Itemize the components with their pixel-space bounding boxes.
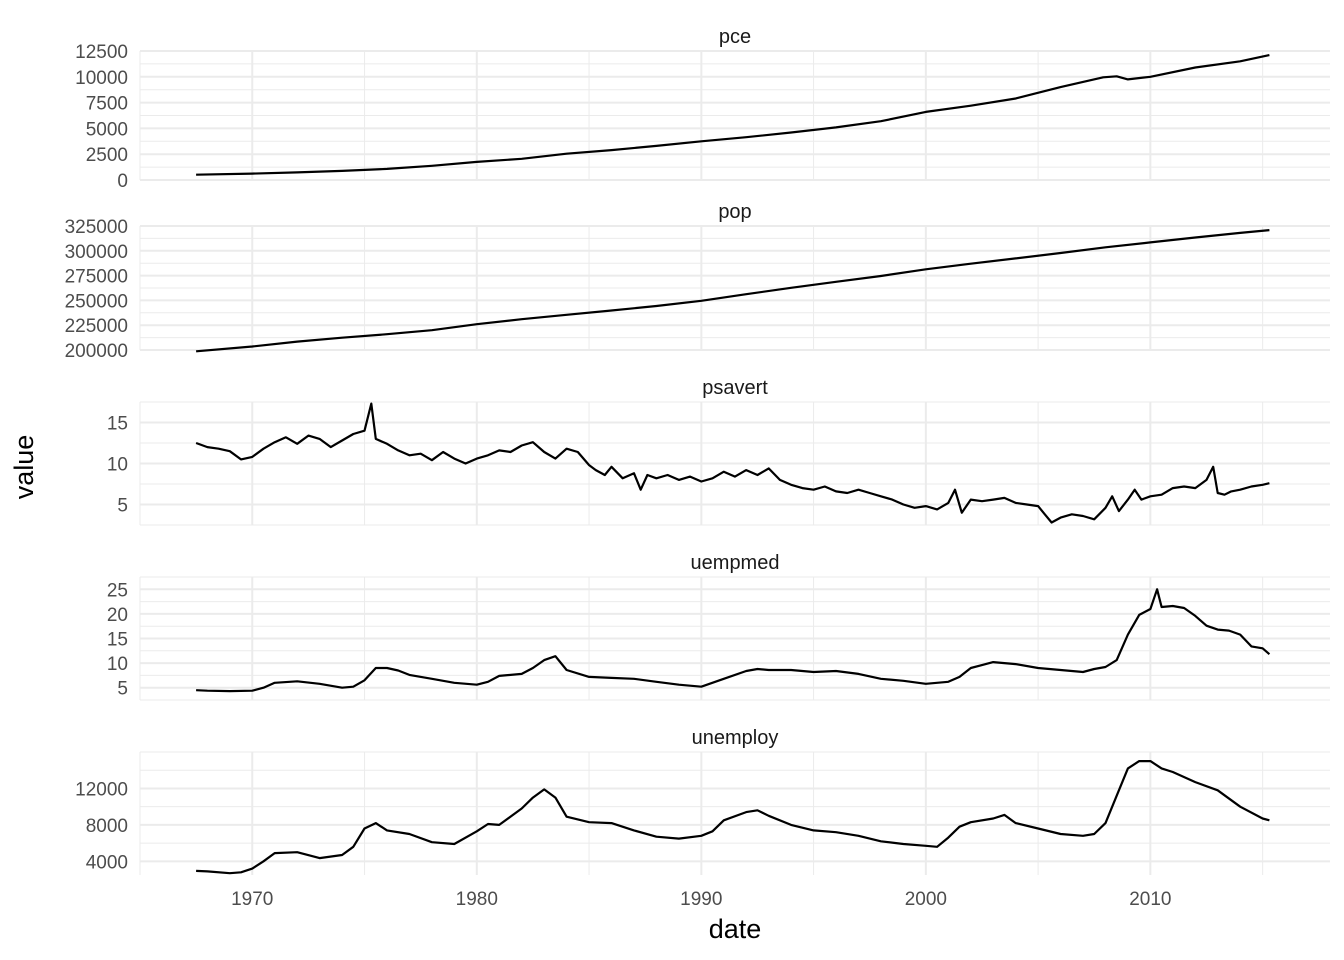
y-tick-label: 10: [107, 455, 128, 476]
y-tick-label: 2500: [86, 145, 128, 166]
x-tick-label: 1970: [231, 889, 273, 910]
y-tick-label: 15: [107, 414, 128, 435]
x-tick-label: 1990: [680, 889, 722, 910]
x-tick-label: 2000: [905, 889, 947, 910]
y-tick-label: 325000: [65, 217, 128, 238]
y-tick-label: 5: [117, 496, 128, 517]
panel-unemploy: 4000 8000 12000 unemploy: [75, 727, 1330, 875]
series-line-unemploy: [196, 760, 1270, 875]
y-tick-label: 10: [107, 654, 128, 675]
x-tick-label: 1980: [456, 889, 498, 910]
y-tick-label: 7500: [86, 94, 128, 115]
y-tick-label: 4000: [86, 852, 128, 873]
y-tick-label: 12000: [75, 779, 128, 800]
panel-strip-label: psavert: [702, 377, 768, 399]
y-tick-label: 225000: [65, 316, 128, 337]
series-line-psavert: [195, 402, 1270, 524]
y-axis-title: value: [9, 435, 39, 500]
y-tick-label: 5000: [86, 119, 128, 140]
y-tick-label: 275000: [65, 267, 128, 288]
x-tick-label: 2010: [1129, 889, 1171, 910]
y-tick-label: 0: [117, 171, 128, 192]
panel-strip-label: pce: [719, 26, 751, 48]
y-tick-label: 12500: [75, 42, 128, 63]
y-tick-label: 250000: [65, 291, 128, 312]
y-tick-label: 5: [117, 679, 128, 700]
series-line-pce: [196, 54, 1270, 176]
y-tick-label: 300000: [65, 242, 128, 263]
y-tick-label: 10000: [75, 68, 128, 89]
x-axis-title: date: [709, 914, 762, 944]
series-line-pop: [196, 229, 1270, 353]
x-axis: 1970 1980 1990 2000 2010: [231, 889, 1171, 910]
panel-pop: 200000 225000 250000 275000 300000 325000 pop: [65, 201, 1330, 362]
y-tick-label: 200000: [65, 341, 128, 362]
panel-strip-label: pop: [718, 201, 751, 223]
panels-layer: 0 2500 5000 7500 10000 12500 pce 200000 225000 25…: [65, 26, 1330, 875]
y-tick-label: 25: [107, 580, 128, 601]
panel-pce: 0 2500 5000 7500 10000 12500 pce: [75, 26, 1330, 192]
panel-strip-label: unemploy: [692, 727, 779, 749]
panel-uempmed: 5 10 15 20 25 uempmed: [107, 552, 1330, 701]
panel-psavert: 5 10 15 psavert: [107, 377, 1330, 526]
y-tick-label: 8000: [86, 816, 128, 837]
panel-strip-label: uempmed: [691, 552, 780, 574]
series-line-uempmed: [196, 588, 1271, 693]
y-tick-label: 15: [107, 630, 128, 651]
y-tick-label: 20: [107, 605, 128, 626]
